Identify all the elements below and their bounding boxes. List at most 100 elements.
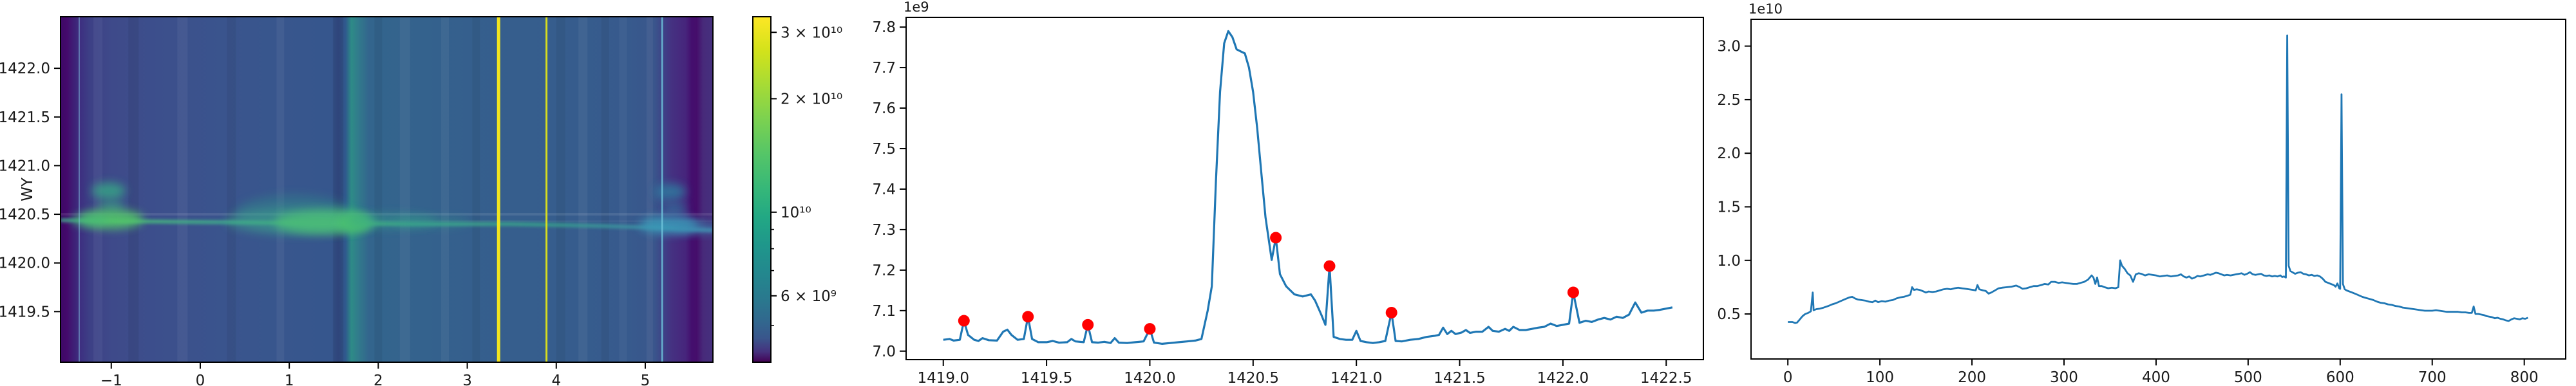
colorbar-tick-label: 6 × 10⁹ [781, 288, 837, 305]
striation [374, 17, 383, 362]
thin-yellow-rfi-line [545, 17, 548, 362]
peak-marker [1144, 323, 1156, 335]
x-tick-label: 100 [1866, 369, 1894, 386]
x-tick-label: 1422.0 [1537, 370, 1589, 386]
x-tick-label: 1419.5 [1021, 370, 1072, 386]
y-tick-label: 0.5 [1717, 306, 1741, 323]
drift-profile-panel: 0 100 200 300 400 500 600 700 800 0.5 1.0 1.5 2.0 2.5… [1717, 1, 2566, 386]
striation [333, 17, 344, 362]
cyan-line [661, 17, 663, 362]
axis-offset-label: 1e10 [1748, 1, 1783, 17]
x-tick-label: 1419.0 [917, 370, 969, 386]
x-tick-label: 200 [1958, 369, 1986, 386]
y-tick-label: 1422.0 [0, 60, 50, 77]
x-tick-label: 0 [1783, 369, 1793, 386]
x-tick-label: 1 [285, 372, 294, 386]
y-tick-label: 1421.5 [0, 109, 50, 126]
x-tick-label: 1421.0 [1331, 370, 1382, 386]
striation [601, 17, 609, 362]
y-tick-label: 7.1 [872, 303, 896, 320]
colorbar-tick-label: 2 × 10¹⁰ [781, 91, 842, 107]
x-tick-label: 2 [374, 372, 383, 386]
y-tick-label: 7.6 [872, 100, 896, 117]
peak-marker [1270, 232, 1282, 244]
colorbar-outline [752, 16, 772, 363]
x-tick-label: 1421.5 [1434, 370, 1485, 386]
striation [441, 17, 450, 362]
colorbar-tick-label: 10¹⁰ [781, 205, 811, 221]
emission-blob [91, 182, 126, 199]
emission-blob [70, 214, 109, 226]
y-tick-label: 1.0 [1717, 253, 1741, 270]
colorbar-gradient [753, 17, 771, 362]
colorbar: 3 × 10¹⁰ 2 × 10¹⁰ 10¹⁰ 6 × 10⁹ [752, 16, 842, 363]
peak-marker [1385, 306, 1397, 318]
axes-spines [905, 17, 1704, 360]
faint-blue-line [79, 17, 80, 362]
y-tick-label: 7.7 [872, 60, 896, 77]
striation [472, 17, 480, 362]
y-axis-label: WY [19, 177, 36, 201]
striation [399, 17, 410, 362]
striation [227, 17, 236, 362]
y-tick-label: 1419.5 [0, 304, 50, 320]
peak-marker [1022, 311, 1034, 323]
x-tick-label: −1 [100, 372, 122, 386]
x-tick-label: 300 [2050, 369, 2078, 386]
y-tick-label: 3.0 [1717, 39, 1741, 55]
x-tick-label: 800 [2510, 369, 2539, 386]
data-line [943, 30, 1673, 345]
striation [128, 17, 139, 362]
data-line [1788, 34, 2528, 324]
emission-blob [672, 222, 713, 234]
peak-marker [958, 315, 970, 327]
y-tick-label: 1420.5 [0, 207, 50, 223]
emission-blob [663, 201, 687, 215]
peak-marker [1323, 260, 1336, 272]
striation [556, 17, 565, 362]
x-tick-label: 600 [2326, 369, 2354, 386]
y-tick-label: 7.4 [872, 181, 896, 198]
peak-marker [1567, 286, 1579, 299]
heatmap-features [61, 17, 713, 362]
x-tick-label: 700 [2418, 369, 2447, 386]
x-tick-label: 1420.0 [1124, 370, 1175, 386]
axes-spines [1750, 19, 2566, 360]
y-tick-label: 7.8 [872, 19, 896, 36]
y-tick-label: 7.3 [872, 222, 896, 239]
emission-blob [654, 183, 686, 201]
heatmap-panel: −1 0 1 2 3 4 5 1422.0 1421.5 1421.0 1420.5 1420.0 14… [0, 16, 714, 386]
x-tick-label: 1422.5 [1640, 370, 1692, 386]
x-tick-label: 4 [551, 372, 561, 386]
x-tick-label: 500 [2234, 369, 2262, 386]
striation [578, 17, 588, 362]
x-tick-label: 5 [641, 372, 650, 386]
axes-spines [60, 16, 714, 363]
spectrum-panel: 1419.0 1419.5 1420.0 1420.5 1421.0 1421.5 1422… [872, 0, 1704, 386]
bright-yellow-rfi-line [497, 17, 500, 362]
y-tick-label: 2.5 [1717, 92, 1741, 109]
x-tick-label: 0 [196, 372, 205, 386]
x-tick-label: 3 [462, 372, 472, 386]
y-tick-label: 7.0 [872, 344, 896, 360]
colorbar-tick-label: 3 × 10¹⁰ [781, 24, 842, 41]
x-tick-label: 400 [2142, 369, 2170, 386]
y-tick-label: 2.0 [1717, 145, 1741, 162]
striation [619, 17, 627, 362]
axis-offset-label: 1e9 [904, 0, 929, 15]
y-tick-label: 7.5 [872, 141, 896, 158]
y-tick-label: 1420.0 [0, 255, 50, 272]
y-tick-label: 1421.0 [0, 158, 50, 174]
x-tick-label: 1420.5 [1227, 370, 1279, 386]
striation [276, 17, 285, 362]
emission-blob [225, 207, 380, 235]
striation [177, 17, 188, 362]
peak-marker [1082, 318, 1094, 331]
heatmap-image [61, 17, 713, 362]
striation [646, 17, 653, 362]
y-tick-label: 1.5 [1717, 199, 1741, 216]
emission-blob [393, 216, 471, 228]
y-tick-label: 7.2 [872, 262, 896, 279]
